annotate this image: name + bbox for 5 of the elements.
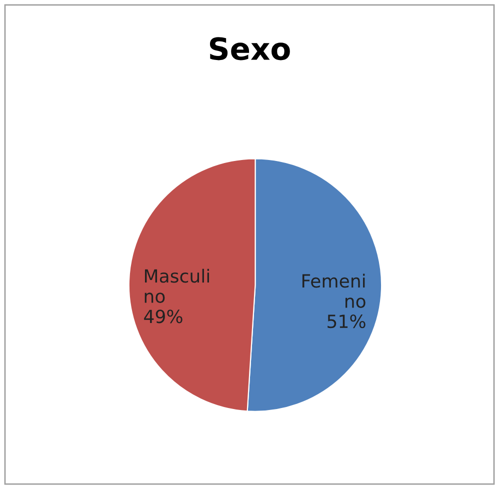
slice-label: Femeni no: [302, 274, 366, 308]
data-label: 51%: [328, 314, 366, 328]
slice-label: Masculi no: [144, 268, 209, 304]
data-label: 49%: [144, 310, 182, 324]
chart-title: Sexo: [210, 37, 290, 60]
